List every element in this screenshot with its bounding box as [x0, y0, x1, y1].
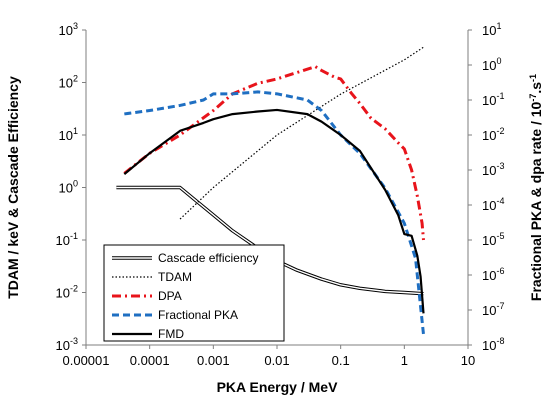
legend-label-cascade-efficiency: Cascade efficiency [158, 251, 259, 265]
y-right-tick-label: 100 [482, 56, 501, 73]
legend-label-fractional-pka: Fractional PKA [158, 308, 238, 322]
y-right-tick-label: 10-4 [482, 196, 504, 213]
y-right-tick-label: 101 [482, 21, 501, 38]
legend-box [103, 244, 285, 342]
series-fmd-line [123, 108, 425, 314]
y-left-tick-label: 101 [59, 126, 78, 143]
y-axis-right-title-main: Fractional PKA & dpa rate / 10 [528, 101, 544, 301]
y-right-tick-label: 10-3 [482, 161, 504, 178]
y-right-tick-label: 10-1 [482, 91, 504, 108]
y-right-tick-label: 10-7 [482, 301, 504, 318]
y-left-tick-label: 103 [59, 21, 78, 38]
x-tick-label: 0.001 [197, 353, 230, 368]
y-axis-left-title: TDAM / keV & Cascade Efficiency [5, 76, 21, 299]
y-left-tick-label: 102 [59, 74, 78, 91]
y-left-tick-label: 10-2 [56, 284, 78, 301]
legend-label-dpa: DPA [158, 289, 182, 303]
y-right-tick-labels: 10-8 10-7 10-6 10-5 10-4 10-3 10-2 10-1 100 101 [468, 21, 504, 353]
y-axis-right-title-tail: .s [528, 82, 544, 94]
legend-label-tdam: TDAM [158, 270, 192, 284]
x-tick-label: 1 [401, 353, 408, 368]
y-axis-right-title: Fractional PKA & dpa rate / 10-7.s-1 [528, 74, 544, 301]
x-tick-label: 0.01 [264, 353, 289, 368]
series-fractional-pka-line [124, 90, 425, 335]
x-tick-label: 0.00001 [63, 353, 110, 368]
legend: Cascade efficiency TDAM DPA Fractional PKA F… [103, 244, 285, 342]
x-tick-labels: 0.00001 0.0001 0.001 0.01 0.1 1 10 [63, 345, 475, 368]
series-dpa-line [123, 65, 425, 241]
y-left-tick-label: 10-3 [56, 336, 78, 353]
y-right-tick-label: 10-8 [482, 336, 504, 353]
legend-label-fmd: FMD [158, 327, 184, 341]
y-left-tick-labels: 10-3 10-2 10-1 100 101 102 103 [56, 21, 86, 353]
y-axis-right-title-sup2: -1 [528, 74, 538, 82]
x-tick-label: 0.0001 [130, 353, 170, 368]
y-right-tick-label: 10-6 [482, 266, 504, 283]
x-axis-title: PKA Energy / MeV [217, 379, 339, 395]
x-tick-label: 0.1 [332, 353, 350, 368]
y-right-tick-label: 10-2 [482, 126, 504, 143]
y-left-tick-label: 100 [59, 179, 78, 196]
y-right-tick-label: 10-5 [482, 231, 504, 248]
y-left-tick-label: 10-1 [56, 231, 78, 248]
y-axis-right-title-sup: -7 [528, 94, 538, 102]
series-tdam-line [179, 46, 424, 220]
x-tick-label: 10 [461, 353, 475, 368]
